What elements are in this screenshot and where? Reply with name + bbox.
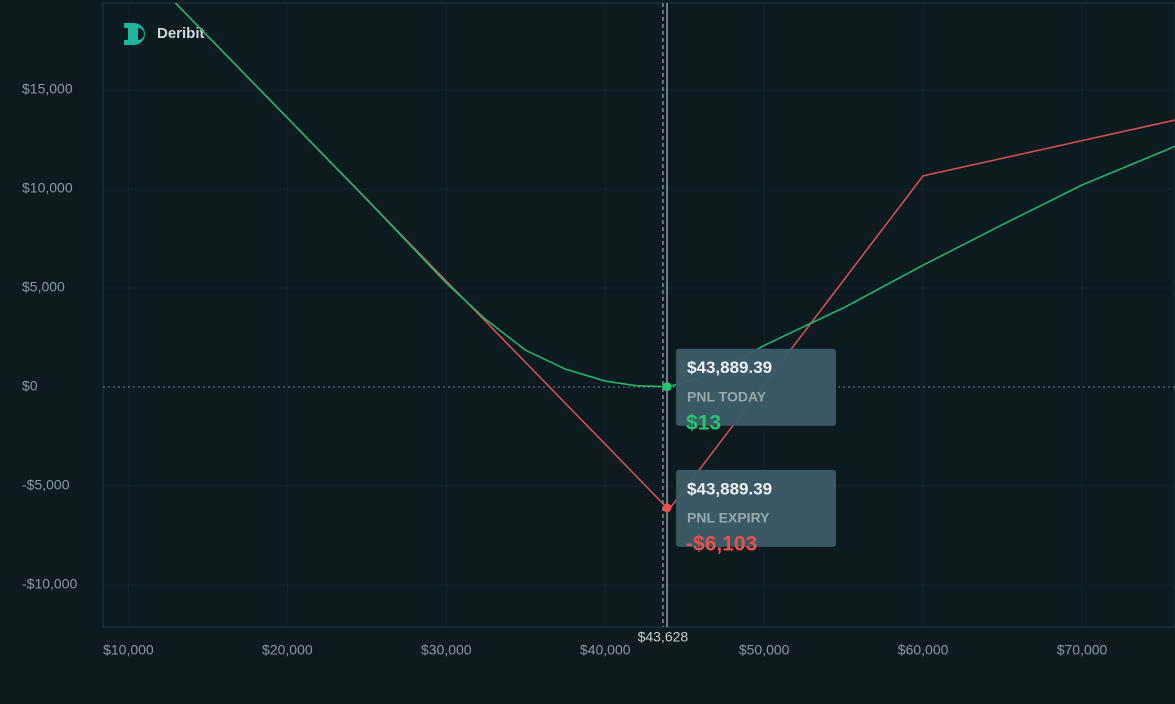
series-line: [174, 3, 1175, 388]
hover-dot: [662, 382, 672, 392]
tooltip-value: $13: [686, 411, 721, 434]
tooltip-price: $43,889.39: [687, 479, 772, 498]
y-tick-label: $10,000: [22, 180, 73, 196]
y-tick-label: -$10,000: [22, 576, 77, 592]
brand-logo: [124, 23, 145, 45]
tooltip-box: [676, 348, 837, 426]
tooltip-label: PNL EXPIRY: [687, 510, 770, 526]
price-marker-label: $43,628: [638, 629, 689, 645]
x-tick-label: $30,000: [421, 642, 472, 658]
x-tick-label: $40,000: [580, 642, 631, 658]
tooltip-label: PNL TODAY: [687, 388, 767, 404]
hover-dot: [662, 503, 672, 513]
brand-name: Deribit: [157, 25, 205, 42]
y-tick-label: -$5,000: [22, 477, 70, 493]
plot-area: [102, 2, 1175, 628]
x-tick-label: $60,000: [898, 642, 949, 658]
y-tick-label: $5,000: [22, 279, 65, 295]
tooltip-price: $43,889.39: [687, 358, 772, 377]
tooltip-box: [676, 469, 837, 547]
series-line: [174, 3, 1175, 512]
y-tick-label: $15,000: [22, 81, 73, 97]
tooltip-value: -$6,103: [686, 532, 757, 555]
x-tick-label: $70,000: [1057, 642, 1108, 658]
x-tick-label: $20,000: [262, 642, 313, 658]
x-tick-label: $10,000: [103, 642, 154, 658]
x-tick-label: $50,000: [739, 642, 790, 658]
y-tick-label: $0: [22, 378, 38, 394]
